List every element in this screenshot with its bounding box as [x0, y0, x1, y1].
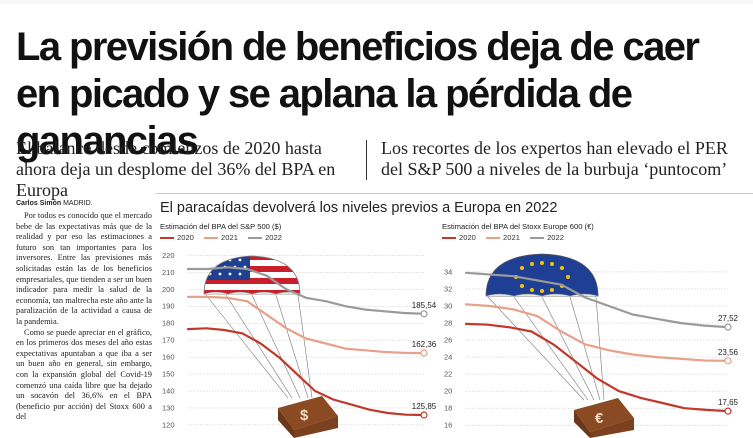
byline-place: MADRID.: [63, 200, 93, 207]
series-end-point-2022: [420, 310, 428, 318]
y-tick-label: 22: [444, 370, 452, 379]
series-line-2020: [186, 327, 426, 417]
series-end-label-2022: 185,54: [412, 301, 437, 310]
chart-legend: 2020 2021 2022: [160, 233, 290, 242]
stoxx600-chart: Estimación del BPA del Stoxx Europe 600 …: [442, 220, 753, 438]
deck-right: Los recortes de los expertos han elevado…: [381, 138, 728, 179]
series-end-label-2020: 125,85: [412, 402, 437, 411]
y-tick-label: 140: [162, 387, 175, 396]
legend-item-2021: 2021: [204, 233, 238, 242]
graphic-rule: [156, 193, 753, 194]
svg-text:€: €: [595, 410, 604, 427]
y-tick-label: 220: [162, 251, 175, 260]
y-tick-label: 18: [444, 404, 452, 413]
svg-text:$: $: [300, 407, 309, 424]
y-tick-label: 30: [444, 301, 452, 310]
article-body: Por todos es conocido que el mercado beb…: [16, 211, 152, 438]
graphic-title: El paracaídas devolverá los niveles prev…: [160, 200, 558, 216]
y-tick-label: 180: [162, 319, 175, 328]
legend-label: 2022: [265, 233, 282, 242]
series-end-label-2021: 162,36: [412, 340, 437, 349]
series-end-point-2020: [420, 411, 428, 419]
chart-title: Estimación del BPA del S&P 500 ($): [160, 222, 282, 231]
headline: La previsión de beneficios deja de caer …: [16, 25, 700, 163]
byline-author: Carlos Simón: [16, 200, 62, 207]
previous-page-strip: [0, 0, 753, 4]
y-tick-label: 26: [444, 336, 452, 345]
series-line-2020: [464, 322, 730, 413]
body-paragraph: Como se puede apreciar en el gráfico, en…: [16, 327, 152, 422]
series-end-label-2022: 27,52: [718, 314, 739, 323]
series-end-label-2020: 17,65: [718, 398, 739, 407]
series-end-point-2020: [724, 407, 732, 415]
y-tick-label: 190: [162, 302, 175, 311]
series-end-point-2021: [420, 349, 428, 357]
chart-title: Estimación del BPA del Stoxx Europe 600 …: [442, 222, 594, 231]
body-paragraph: Por todos es conocido que el mercado beb…: [16, 211, 152, 326]
y-tick-label: 20: [444, 387, 452, 396]
series-end-point-2021: [724, 357, 732, 365]
legend-label: 2020: [177, 233, 194, 242]
deck-left: El balance desde comienzos de 2020 hasta…: [16, 138, 336, 200]
series-end-label-2021: 23,56: [718, 348, 739, 357]
legend-label: 2021: [503, 233, 520, 242]
legend-label: 2022: [547, 233, 564, 242]
y-tick-label: 160: [162, 353, 175, 362]
y-tick-label: 170: [162, 336, 175, 345]
y-tick-label: 34: [444, 267, 452, 276]
y-tick-label: 28: [444, 319, 452, 328]
series-line-2021: [464, 303, 730, 362]
series-line-2022: [186, 266, 426, 315]
series-line-2021: [186, 295, 426, 355]
y-tick-label: 16: [444, 421, 452, 430]
money-crate-dollar-icon: $: [278, 396, 338, 438]
y-tick-label: 130: [162, 403, 175, 412]
y-tick-label: 120: [162, 420, 175, 429]
series-line-2022: [464, 271, 730, 329]
stoxx600-plot: 16 18 20 22 24 26 28 30 32 34 €: [444, 253, 739, 438]
legend-label: 2021: [221, 233, 238, 242]
y-tick-label: 32: [444, 284, 452, 293]
legend-label: 2020: [459, 233, 476, 242]
byline: Carlos Simón MADRID.: [16, 200, 93, 207]
y-tick-label: 200: [162, 285, 175, 294]
money-crate-euro-icon: €: [574, 398, 634, 438]
y-tick-label: 210: [162, 268, 175, 277]
y-tick-label: 150: [162, 370, 175, 379]
legend-item-2020: 2020: [442, 233, 476, 242]
legend-item-2020: 2020: [160, 233, 194, 242]
series-end-point-2022: [724, 323, 732, 331]
sp500-plot: 120 130 140 150 160 170 180 190 200 210 220: [162, 251, 437, 438]
legend-item-2022: 2022: [530, 233, 564, 242]
y-tick-label: 24: [444, 353, 452, 362]
deck-separator: [366, 140, 367, 180]
sp500-chart: Estimación del BPA del S&P 500 ($) 2020 …: [160, 220, 442, 438]
legend-item-2021: 2021: [486, 233, 520, 242]
legend-item-2022: 2022: [248, 233, 282, 242]
chart-legend: 2020 2021 2022: [442, 233, 572, 242]
